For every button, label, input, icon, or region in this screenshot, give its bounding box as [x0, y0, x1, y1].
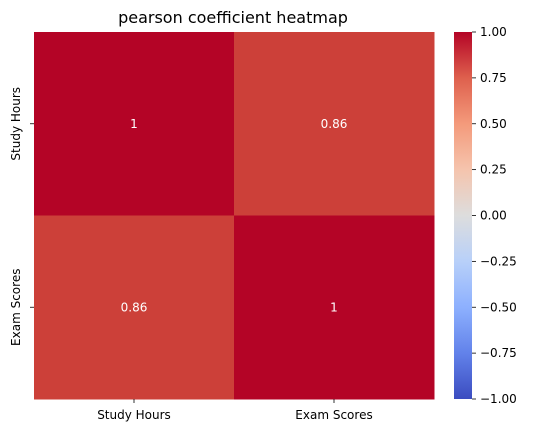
colorbar-tick-label: 1.00: [480, 25, 507, 39]
colorbar-tick-label: −0.50: [480, 300, 517, 314]
colorbar-tick-label: −1.00: [480, 392, 517, 406]
colorbar-gradient: [454, 32, 472, 399]
colorbar-tick-label: −0.75: [480, 346, 517, 360]
colorbar-tick-label: 0.75: [480, 71, 507, 85]
colorbar-tick-label: 0.50: [480, 117, 507, 131]
y-axis: Study Hours Exam Scores: [9, 87, 34, 346]
colorbar: 1.00 0.75 0.50 0.25 0.00 −0.25 −0.50 −0.75 −1.00: [454, 25, 517, 406]
x-tick-label: Study Hours: [97, 408, 171, 422]
heatmap-cell: [34, 32, 235, 216]
colorbar-tick-label: −0.25: [480, 254, 517, 268]
colorbar-ticks: 1.00 0.75 0.50 0.25 0.00 −0.25 −0.50 −0.75 −1.00: [472, 25, 517, 406]
heatmap-cell: [234, 32, 435, 216]
cell-value-label: 0.86: [121, 300, 148, 314]
cell-value-label: 1: [330, 300, 338, 314]
colorbar-tick-label: 0.25: [480, 163, 507, 177]
y-tick-label: Study Hours: [9, 87, 23, 161]
chart-title: pearson coefficient heatmap: [118, 8, 348, 27]
y-tick-label: Exam Scores: [9, 269, 23, 346]
heatmap-cells: 1 0.86 0.86 1: [34, 32, 435, 400]
cell-value-label: 1: [130, 117, 138, 131]
cell-value-label: 0.86: [321, 117, 348, 131]
heatmap-cell: [34, 215, 235, 400]
heatmap-cell: [234, 215, 435, 400]
x-tick-label: Exam Scores: [295, 408, 372, 422]
colorbar-tick-label: 0.00: [480, 209, 507, 223]
x-axis: Study Hours Exam Scores: [97, 399, 373, 422]
